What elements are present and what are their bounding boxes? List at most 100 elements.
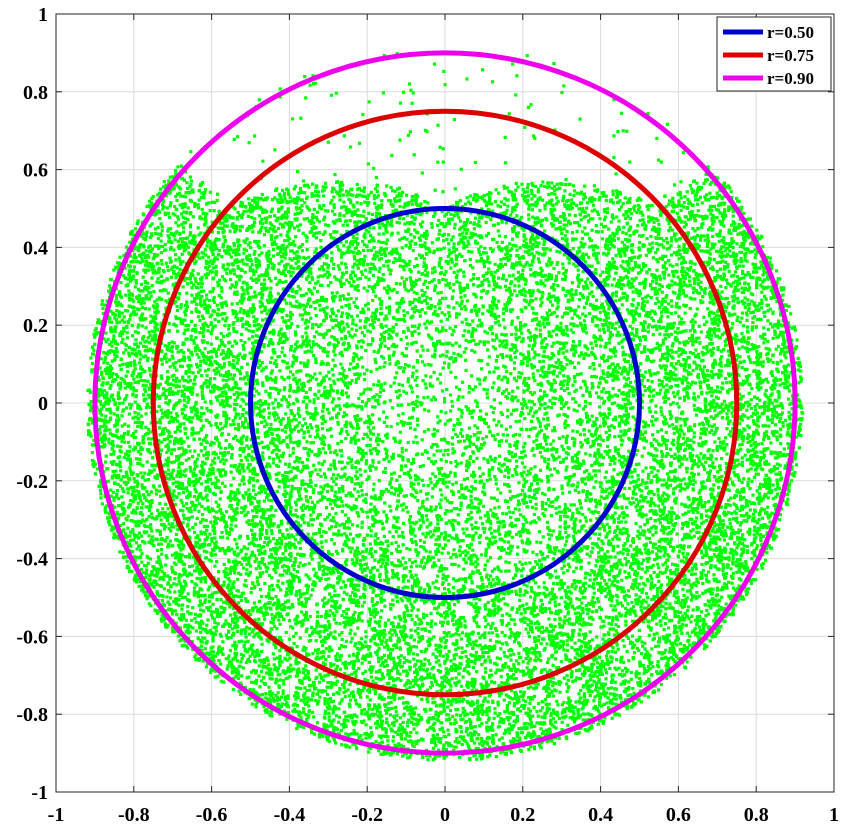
scatter-point bbox=[155, 515, 159, 519]
scatter-point bbox=[278, 573, 282, 577]
scatter-point bbox=[274, 542, 278, 546]
scatter-point bbox=[271, 401, 275, 405]
scatter-point bbox=[532, 512, 536, 517]
scatter-point bbox=[289, 554, 293, 558]
scatter-point bbox=[611, 608, 615, 612]
scatter-point bbox=[514, 277, 518, 281]
scatter-point bbox=[689, 320, 693, 324]
scatter-point bbox=[530, 520, 534, 524]
scatter-point bbox=[597, 703, 602, 707]
scatter-point bbox=[225, 374, 229, 378]
scatter-point bbox=[497, 568, 501, 572]
scatter-point bbox=[275, 612, 279, 616]
scatter-point bbox=[648, 540, 652, 544]
scatter-point bbox=[418, 638, 423, 642]
scatter-point bbox=[260, 532, 264, 536]
scatter-point bbox=[621, 473, 625, 477]
scatter-point bbox=[742, 359, 746, 363]
scatter-point bbox=[191, 503, 195, 507]
scatter-point bbox=[104, 351, 108, 355]
scatter-point bbox=[505, 716, 509, 720]
scatter-point bbox=[233, 640, 237, 644]
scatter-point bbox=[575, 617, 579, 621]
scatter-point bbox=[447, 733, 451, 737]
scatter-point bbox=[684, 646, 688, 650]
scatter-point bbox=[399, 503, 404, 507]
scatter-point bbox=[787, 446, 791, 450]
scatter-point bbox=[687, 510, 691, 514]
scatter-point bbox=[588, 630, 592, 634]
scatter-point bbox=[112, 397, 116, 401]
scatter-point bbox=[295, 256, 299, 260]
scatter-point bbox=[674, 501, 678, 505]
scatter-point bbox=[526, 731, 530, 735]
scatter-point bbox=[544, 606, 548, 610]
scatter-point bbox=[293, 330, 298, 334]
scatter-point bbox=[185, 291, 189, 295]
scatter-point bbox=[553, 447, 557, 452]
scatter-point bbox=[279, 540, 283, 544]
scatter-point bbox=[629, 677, 633, 681]
scatter-point bbox=[583, 438, 588, 442]
scatter-point bbox=[474, 565, 478, 569]
scatter-point bbox=[468, 573, 472, 577]
scatter-point bbox=[144, 389, 148, 393]
scatter-point bbox=[278, 369, 282, 373]
scatter-point bbox=[726, 253, 730, 257]
scatter-point bbox=[483, 698, 487, 702]
scatter-point bbox=[426, 695, 430, 699]
scatter-point bbox=[447, 260, 451, 264]
scatter-point bbox=[276, 200, 280, 204]
scatter-point bbox=[611, 701, 615, 706]
scatter-point bbox=[461, 395, 465, 399]
scatter-point bbox=[238, 483, 242, 487]
scatter-point bbox=[513, 702, 517, 706]
scatter-point bbox=[580, 480, 585, 484]
scatter-point bbox=[453, 681, 457, 685]
scatter-point bbox=[243, 685, 247, 689]
scatter-point bbox=[389, 727, 393, 731]
scatter-point bbox=[628, 160, 632, 164]
scatter-point bbox=[748, 508, 752, 512]
scatter-point bbox=[151, 257, 155, 261]
scatter-point bbox=[250, 630, 254, 634]
scatter-point bbox=[203, 188, 208, 192]
scatter-point bbox=[449, 743, 453, 748]
scatter-point bbox=[295, 254, 299, 258]
scatter-point bbox=[512, 225, 517, 229]
scatter-point bbox=[594, 564, 598, 568]
scatter-point bbox=[646, 669, 650, 673]
scatter-point bbox=[486, 231, 491, 236]
scatter-point bbox=[280, 565, 285, 569]
scatter-point bbox=[254, 605, 258, 609]
scatter-point bbox=[593, 454, 597, 458]
scatter-point bbox=[389, 628, 393, 632]
scatter-point bbox=[194, 658, 198, 662]
scatter-point bbox=[404, 362, 408, 367]
scatter-point bbox=[216, 231, 220, 235]
scatter-point bbox=[321, 661, 325, 665]
scatter-point bbox=[753, 263, 757, 267]
scatter-point bbox=[337, 504, 341, 508]
scatter-point bbox=[404, 737, 408, 741]
scatter-point bbox=[579, 372, 583, 376]
scatter-point bbox=[719, 284, 723, 288]
scatter-point bbox=[407, 328, 411, 332]
scatter-point bbox=[668, 326, 672, 330]
scatter-point bbox=[452, 117, 456, 122]
scatter-point bbox=[680, 526, 684, 530]
scatter-point bbox=[673, 612, 677, 616]
scatter-point bbox=[492, 613, 496, 617]
scatter-point bbox=[717, 314, 722, 318]
scatter-point bbox=[498, 712, 502, 716]
scatter-point bbox=[627, 594, 631, 598]
scatter-point bbox=[194, 558, 198, 562]
scatter-point bbox=[582, 197, 586, 201]
scatter-point bbox=[668, 470, 672, 474]
scatter-point bbox=[602, 564, 606, 568]
scatter-point bbox=[242, 262, 246, 266]
scatter-point bbox=[481, 526, 485, 530]
scatter-point bbox=[253, 660, 257, 664]
scatter-point bbox=[740, 456, 744, 460]
scatter-point bbox=[205, 535, 210, 539]
